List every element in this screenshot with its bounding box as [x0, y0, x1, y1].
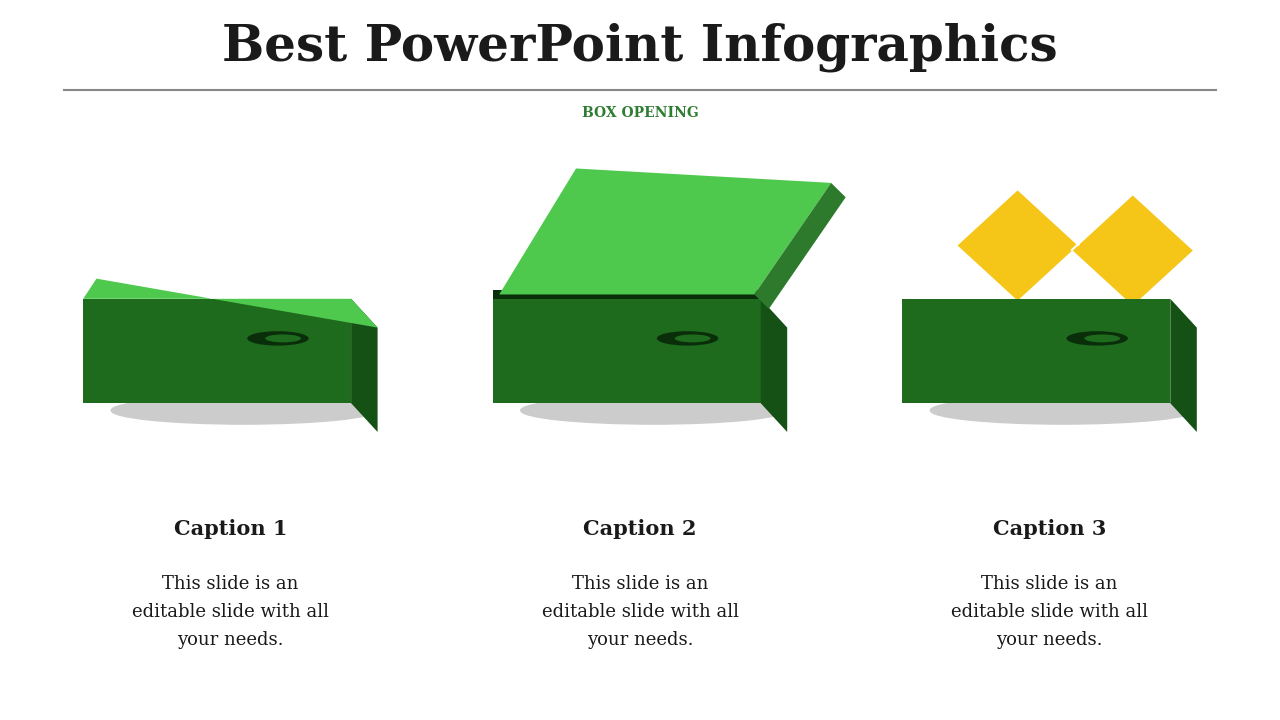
Text: Best PowerPoint Infographics: Best PowerPoint Infographics: [223, 22, 1057, 71]
Text: This slide is an
editable slide with all
your needs.: This slide is an editable slide with all…: [541, 575, 739, 649]
Polygon shape: [957, 189, 1078, 301]
Ellipse shape: [931, 397, 1196, 424]
Text: This slide is an
editable slide with all
your needs.: This slide is an editable slide with all…: [951, 575, 1148, 649]
Polygon shape: [493, 299, 760, 403]
Text: BOX OPENING: BOX OPENING: [581, 106, 699, 120]
Text: Caption 1: Caption 1: [174, 519, 287, 539]
Polygon shape: [1073, 194, 1193, 305]
Text: Caption 3: Caption 3: [993, 519, 1106, 539]
Ellipse shape: [521, 397, 786, 424]
Polygon shape: [351, 299, 378, 432]
Ellipse shape: [247, 331, 308, 346]
Text: This slide is an
editable slide with all
your needs.: This slide is an editable slide with all…: [132, 575, 329, 649]
Polygon shape: [83, 299, 351, 403]
Polygon shape: [499, 168, 831, 294]
Polygon shape: [493, 290, 760, 299]
Polygon shape: [754, 183, 846, 309]
Ellipse shape: [1084, 334, 1120, 343]
Polygon shape: [83, 279, 378, 328]
Ellipse shape: [111, 397, 376, 424]
Ellipse shape: [265, 334, 301, 343]
Ellipse shape: [1066, 331, 1128, 346]
Ellipse shape: [675, 334, 710, 343]
Polygon shape: [760, 299, 787, 432]
Text: Caption 2: Caption 2: [584, 519, 696, 539]
Ellipse shape: [657, 331, 718, 346]
Polygon shape: [902, 299, 1170, 403]
Polygon shape: [1170, 299, 1197, 432]
